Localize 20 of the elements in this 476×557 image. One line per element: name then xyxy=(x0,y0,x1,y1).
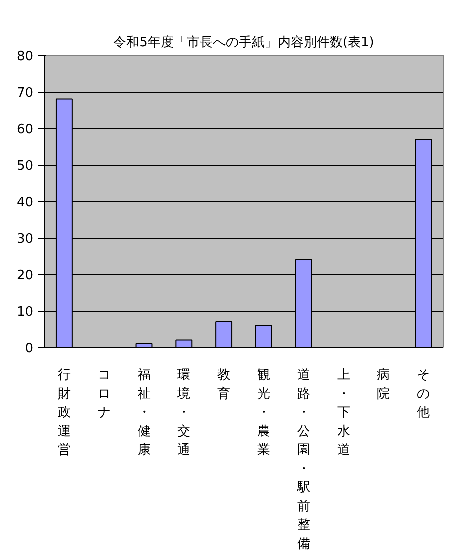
y-tick-label: 20 xyxy=(16,268,34,284)
x-tick-label: その他 xyxy=(417,368,430,421)
y-tick-label: 60 xyxy=(16,122,34,138)
x-tick-label: 行財政運営 xyxy=(58,368,71,458)
y-tick-label: 80 xyxy=(16,50,34,64)
x-tick-label: 環境・交通 xyxy=(176,368,191,458)
x-tick-label: 観光・農業 xyxy=(257,368,270,458)
x-tick-label: 教育 xyxy=(218,368,231,402)
y-tick-label: 10 xyxy=(16,305,34,320)
y-tick-label: 50 xyxy=(16,159,34,174)
y-tick-label: 30 xyxy=(16,232,34,247)
x-tick-label: 福祉・健康 xyxy=(138,368,151,458)
y-tick-label: 0 xyxy=(25,342,34,356)
category-label: 道路・公園・駅前整備 xyxy=(297,368,310,552)
x-tick-label: 上・下水道 xyxy=(337,368,350,458)
chart-title: 令和5年度「市長への手紙」内容別件数(表1) xyxy=(114,34,374,50)
x-tick-label: コロナ xyxy=(98,368,111,421)
y-tick-label: 70 xyxy=(16,86,34,101)
y-tick-label: 40 xyxy=(16,196,34,210)
x-tick-label: 病院 xyxy=(377,368,390,402)
